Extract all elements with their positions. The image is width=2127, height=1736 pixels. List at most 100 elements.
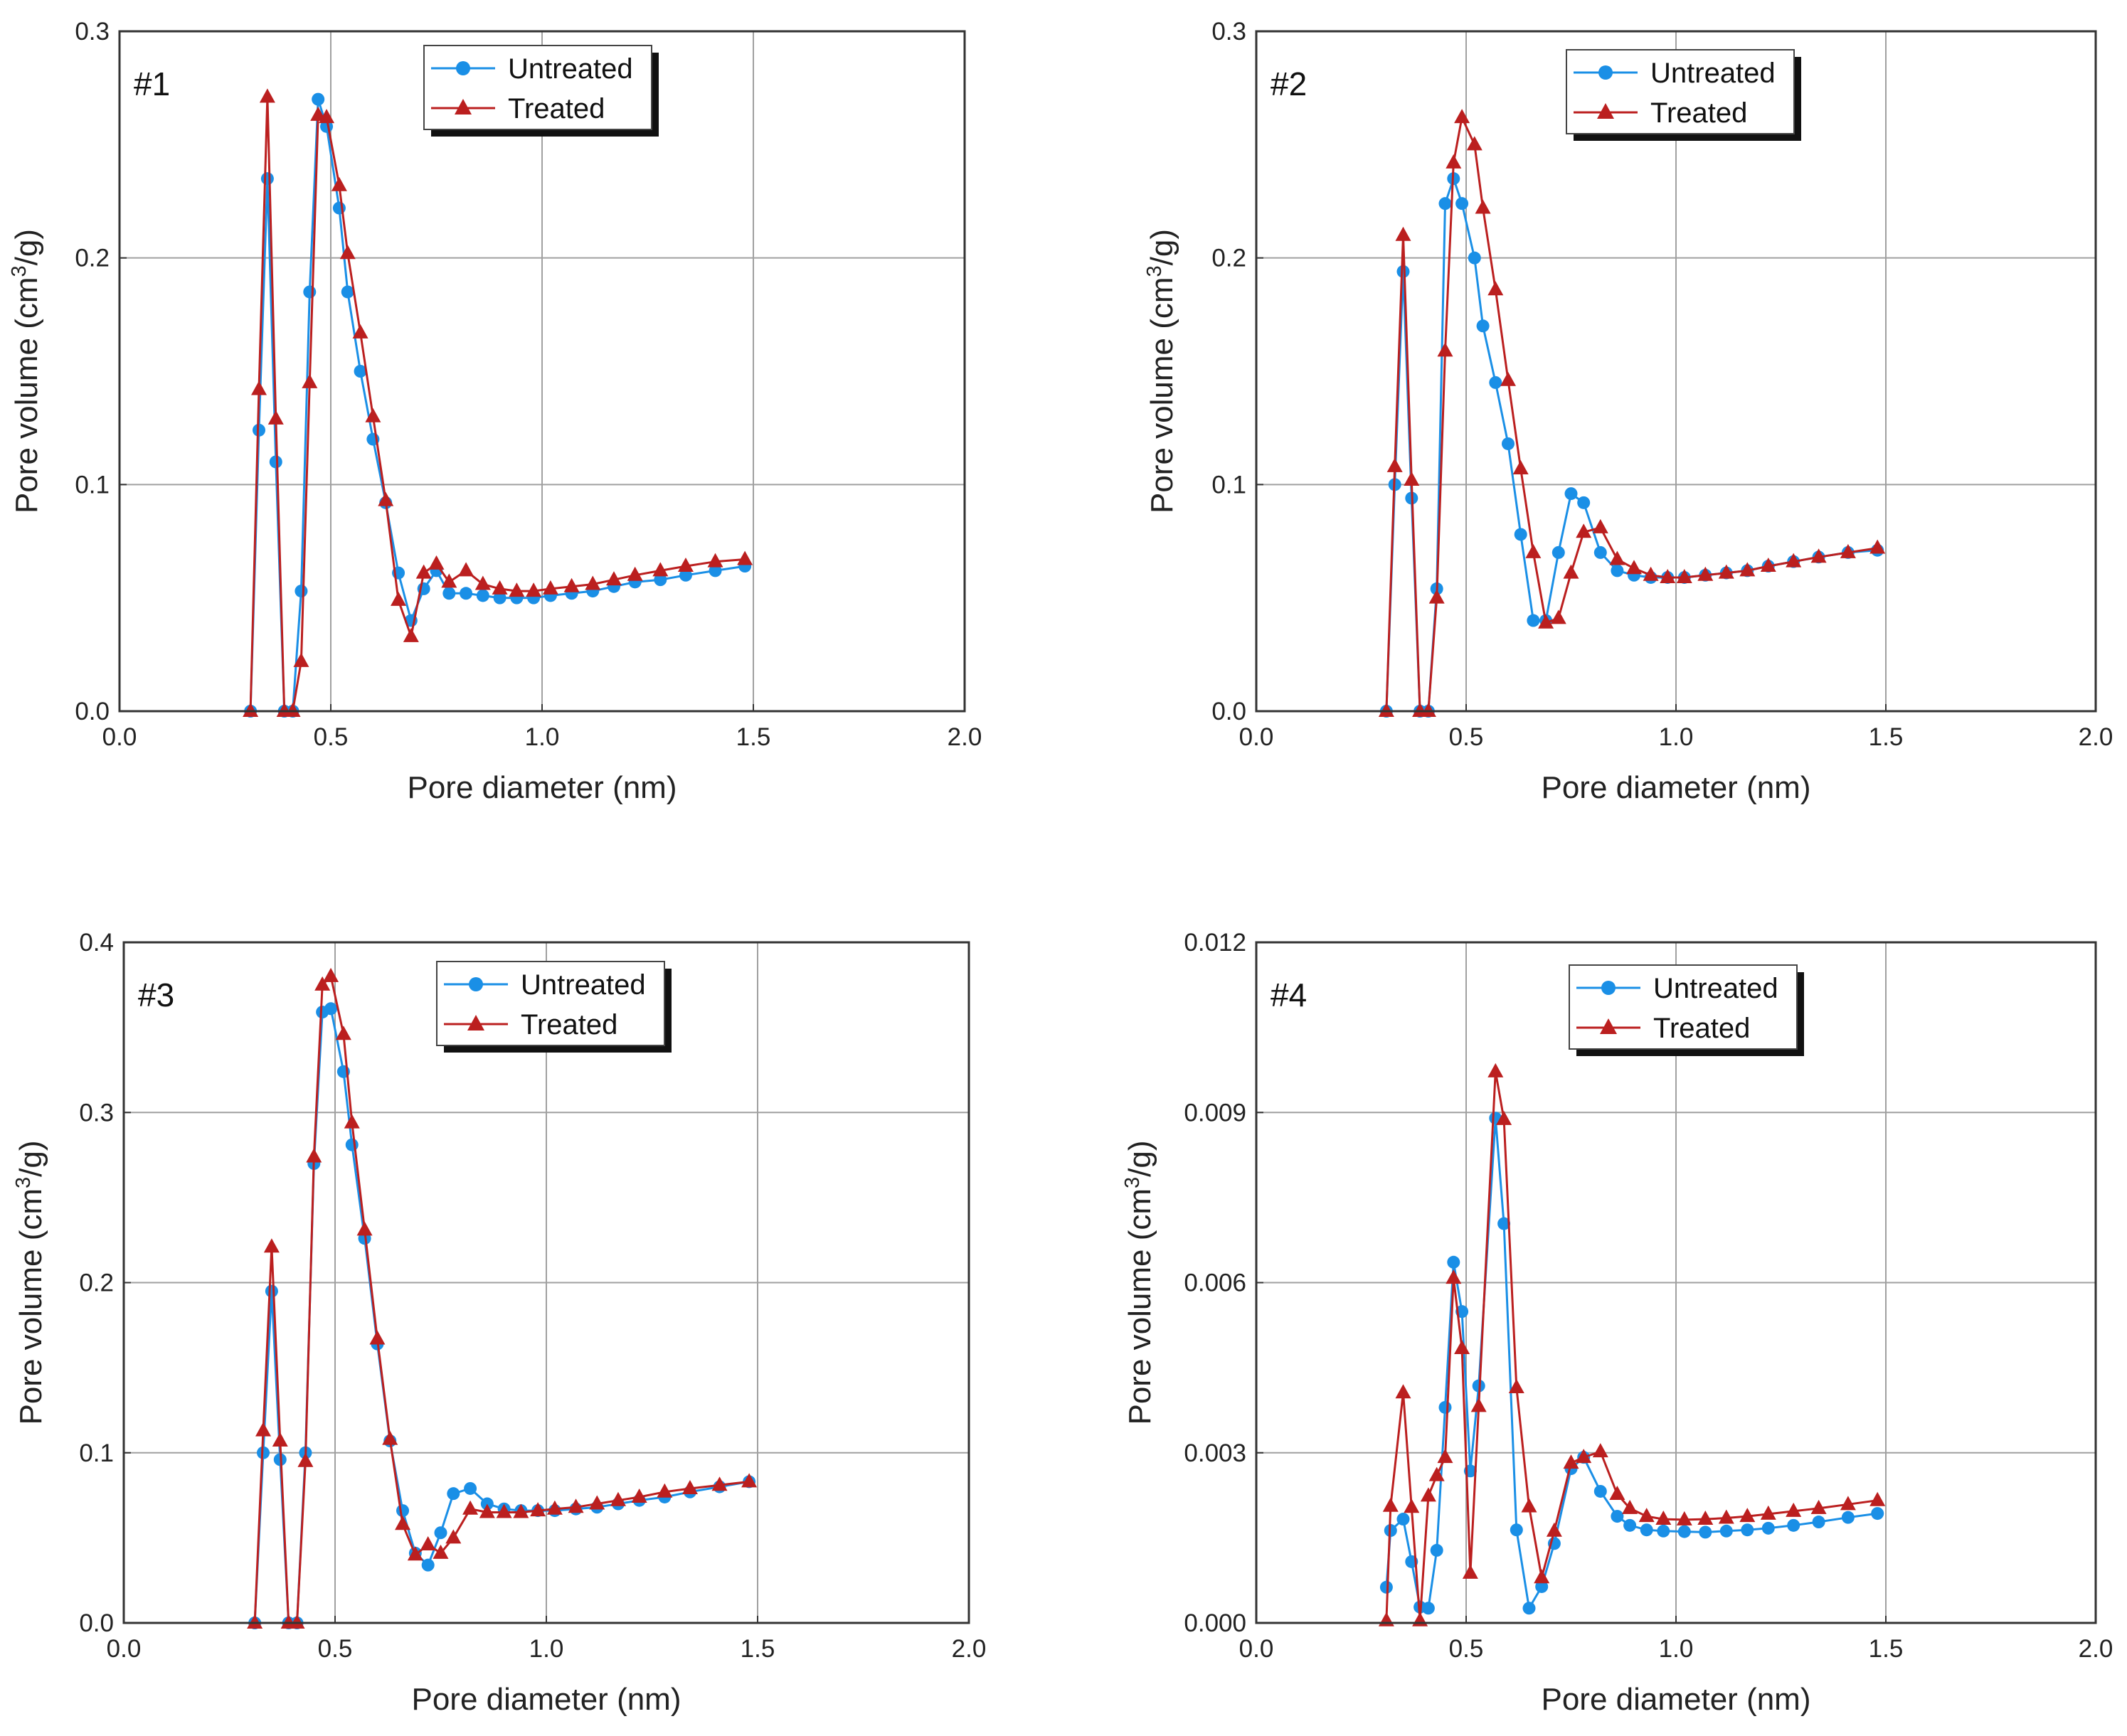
- data-point-treated: [356, 1221, 373, 1236]
- data-point-treated: [395, 1516, 411, 1530]
- x-tick-label: 1.0: [1659, 723, 1694, 751]
- x-tick-label: 2.0: [2079, 1635, 2113, 1663]
- legend: Untreated Treated: [423, 45, 659, 137]
- data-point-treated: [403, 627, 419, 642]
- chart-panel-1: 0.0 0.5 1.0 1.5 2.0 0.0 0.1 0.2 0.3 Pore diameter…: [8, 18, 982, 805]
- data-point-untreated: [1657, 1524, 1670, 1538]
- data-point-untreated: [1489, 376, 1502, 389]
- data-point-treated: [652, 562, 669, 577]
- x-tick-label: 1.0: [529, 1635, 564, 1663]
- data-point-untreated: [1527, 614, 1540, 627]
- y-tick-label: 0.3: [79, 1099, 114, 1127]
- data-point-treated: [1592, 518, 1608, 533]
- data-point-treated: [428, 555, 445, 570]
- data-point-treated: [1840, 543, 1856, 558]
- legend-box: [1569, 964, 1798, 1050]
- data-point-untreated: [1787, 1518, 1800, 1532]
- data-point-untreated: [1502, 437, 1515, 450]
- plot-frame: [1255, 941, 2097, 1624]
- x-tick-label: 0.0: [1239, 723, 1274, 751]
- data-point-treated: [1404, 471, 1420, 486]
- x-tick-label: 1.5: [741, 1635, 775, 1663]
- data-point-treated: [1420, 703, 1436, 717]
- data-point-untreated: [1593, 1484, 1607, 1498]
- data-point-treated: [530, 1502, 546, 1517]
- data-point-untreated: [447, 1487, 460, 1501]
- data-point-treated: [1521, 1498, 1537, 1513]
- data-point-untreated: [354, 365, 367, 378]
- y-tick-label: 0.1: [79, 1439, 114, 1467]
- data-point-treated: [1496, 1110, 1512, 1125]
- data-point-untreated: [1593, 545, 1607, 559]
- data-point-untreated: [1468, 251, 1481, 265]
- legend-marker-circle: [456, 61, 470, 75]
- data-point-treated: [365, 408, 381, 422]
- x-axis-label: Pore diameter (nm): [1541, 1682, 1810, 1717]
- data-point-untreated: [1640, 1523, 1653, 1537]
- data-point-treated: [737, 550, 753, 565]
- data-point-untreated: [1497, 1217, 1511, 1230]
- data-point-untreated: [421, 1558, 435, 1572]
- data-point-untreated: [1455, 197, 1469, 211]
- legend-marker-triangle: [1600, 1018, 1617, 1034]
- y-tick-label: 0.012: [1184, 929, 1246, 957]
- x-axis-label: Pore diameter (nm): [1541, 770, 1810, 805]
- y-tick-label: 0.0: [75, 698, 110, 725]
- data-point-treated: [707, 553, 723, 568]
- data-point-treated: [1626, 560, 1642, 575]
- data-point-treated: [1487, 281, 1504, 296]
- data-point-treated: [1395, 226, 1411, 241]
- data-point-treated: [263, 1238, 280, 1253]
- data-point-untreated: [493, 591, 506, 605]
- data-point-treated: [1576, 523, 1592, 538]
- data-point-treated: [458, 562, 474, 577]
- data-point-untreated: [1535, 1580, 1549, 1593]
- data-point-treated: [1760, 1505, 1776, 1520]
- data-point-treated: [335, 1026, 351, 1040]
- data-point-treated: [1563, 564, 1579, 579]
- data-point-treated: [259, 88, 275, 103]
- x-tick-label: 1.0: [1659, 1635, 1694, 1663]
- data-point-treated: [1739, 562, 1756, 577]
- data-point-treated: [1546, 1522, 1562, 1537]
- x-tick-label: 1.5: [1869, 1635, 1904, 1663]
- data-point-treated: [1534, 1569, 1550, 1584]
- data-point-treated: [627, 566, 643, 581]
- data-point-untreated: [1623, 1518, 1637, 1532]
- data-point-untreated: [1699, 1525, 1712, 1539]
- plot-frame: [118, 30, 966, 713]
- data-point-treated: [1655, 1511, 1672, 1525]
- data-point-treated: [1869, 539, 1886, 554]
- data-point-untreated: [1396, 265, 1410, 278]
- data-point-treated: [306, 1148, 322, 1163]
- data-point-untreated: [1396, 1513, 1410, 1526]
- data-point-untreated: [1611, 564, 1624, 577]
- data-point-treated: [352, 324, 368, 339]
- data-point-treated: [420, 1535, 436, 1550]
- y-tick-label: 0.3: [75, 18, 110, 46]
- panel-label: #2: [1271, 65, 1307, 102]
- data-point-treated: [1576, 1449, 1592, 1464]
- data-point-treated: [319, 109, 335, 124]
- data-point-treated: [1660, 568, 1676, 583]
- data-point-untreated: [324, 1002, 338, 1016]
- data-point-treated: [681, 1479, 698, 1494]
- legend: Untreated Treated: [1566, 49, 1801, 141]
- legend-label: Untreated: [1650, 58, 1776, 89]
- data-point-treated: [1563, 1454, 1579, 1469]
- x-tick-label: 1.5: [736, 723, 771, 751]
- data-point-treated: [1676, 568, 1692, 583]
- x-axis-label: Pore diameter (nm): [411, 1682, 681, 1717]
- data-point-treated: [1512, 460, 1529, 475]
- plot-frame: [122, 941, 970, 1624]
- data-point-treated: [1760, 558, 1776, 573]
- data-point-treated: [1697, 566, 1714, 581]
- data-point-untreated: [442, 587, 456, 600]
- data-point-untreated: [679, 568, 692, 582]
- data-point-untreated: [253, 423, 266, 437]
- y-axis-label: Pore volume (cm3/g): [1143, 229, 1179, 513]
- x-tick-label: 0.0: [102, 723, 137, 751]
- x-tick-label: 0.5: [314, 723, 349, 751]
- x-tick-label: 0.5: [318, 1635, 353, 1663]
